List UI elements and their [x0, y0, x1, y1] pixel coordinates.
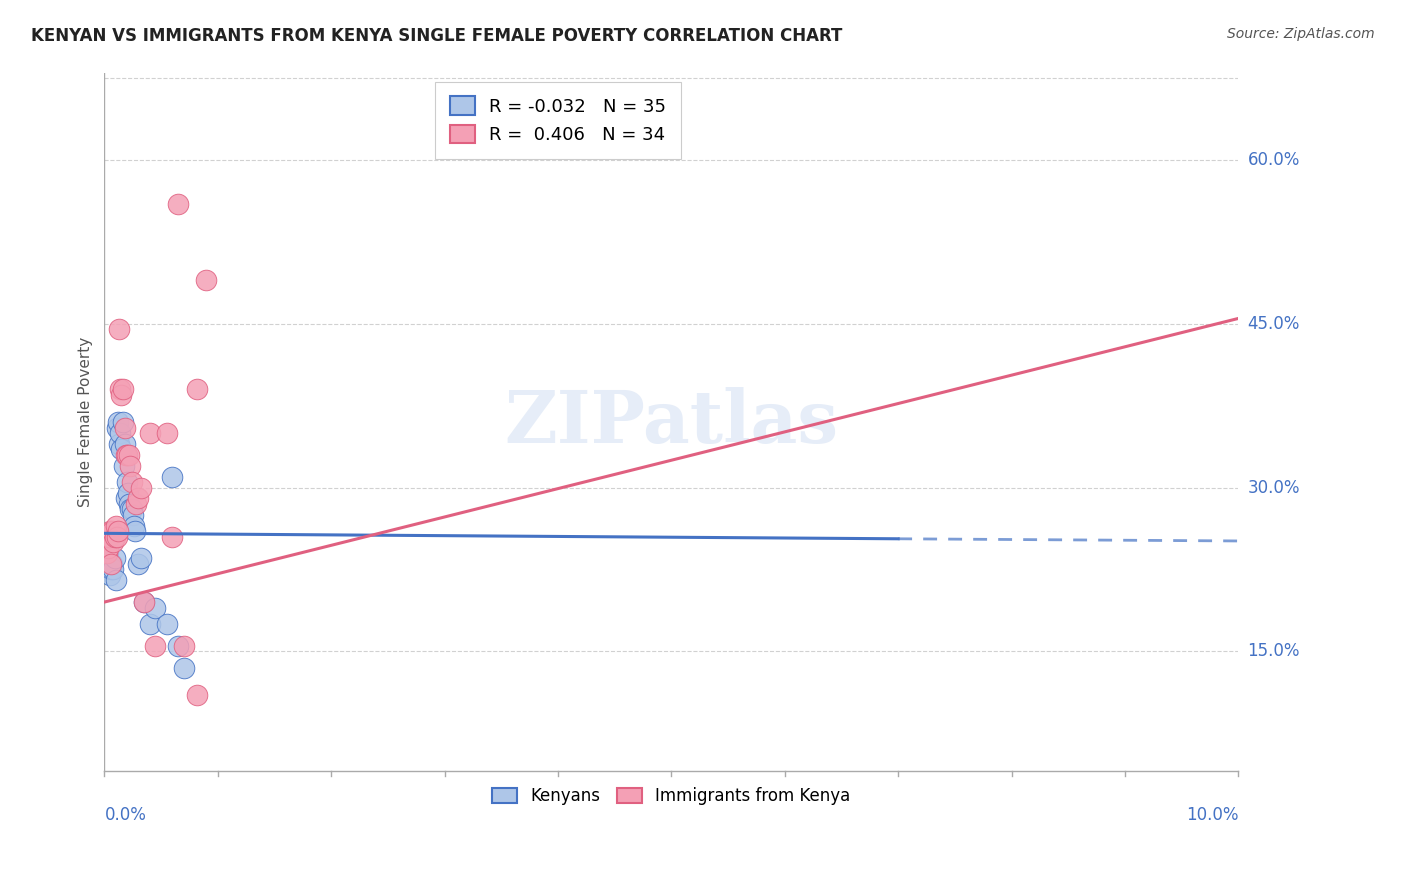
- Point: [132, 595, 155, 609]
- Point: [115, 475, 138, 489]
- Point: [127, 557, 149, 571]
- Text: 15.0%: 15.0%: [1247, 642, 1301, 660]
- Point: [117, 486, 139, 500]
- Text: 45.0%: 45.0%: [1247, 315, 1299, 333]
- Point: [111, 382, 134, 396]
- Point: [107, 415, 129, 429]
- Point: [97, 541, 120, 555]
- Text: 0.0%: 0.0%: [104, 806, 146, 824]
- Point: [139, 616, 162, 631]
- Point: [120, 458, 142, 473]
- Point: [111, 415, 134, 429]
- Point: [104, 573, 127, 587]
- Point: [186, 382, 208, 396]
- Point: [162, 530, 184, 544]
- Point: [100, 562, 122, 576]
- Point: [96, 546, 118, 560]
- Point: [100, 557, 122, 571]
- Text: Source: ZipAtlas.com: Source: ZipAtlas.com: [1227, 27, 1375, 41]
- Point: [97, 546, 120, 560]
- Point: [112, 458, 135, 473]
- Point: [125, 497, 148, 511]
- Point: [139, 425, 162, 440]
- Point: [127, 491, 149, 506]
- Point: [162, 469, 184, 483]
- Point: [173, 639, 195, 653]
- Point: [129, 551, 152, 566]
- Point: [115, 491, 138, 506]
- Point: [97, 557, 120, 571]
- Point: [195, 273, 218, 287]
- Point: [145, 600, 167, 615]
- Text: 60.0%: 60.0%: [1247, 152, 1299, 169]
- Point: [103, 535, 125, 549]
- Point: [110, 442, 132, 457]
- Point: [145, 639, 167, 653]
- Point: [121, 475, 143, 489]
- Point: [156, 616, 179, 631]
- Legend: Kenyans, Immigrants from Kenya: Kenyans, Immigrants from Kenya: [485, 780, 858, 812]
- Text: KENYAN VS IMMIGRANTS FROM KENYA SINGLE FEMALE POVERTY CORRELATION CHART: KENYAN VS IMMIGRANTS FROM KENYA SINGLE F…: [31, 27, 842, 45]
- Point: [156, 425, 179, 440]
- Point: [118, 497, 141, 511]
- Point: [108, 437, 131, 451]
- Y-axis label: Single Female Poverty: Single Female Poverty: [79, 337, 93, 508]
- Point: [124, 524, 146, 538]
- Point: [114, 420, 136, 434]
- Text: 10.0%: 10.0%: [1185, 806, 1239, 824]
- Point: [98, 524, 121, 538]
- Point: [120, 502, 142, 516]
- Point: [118, 448, 141, 462]
- Point: [114, 437, 136, 451]
- Point: [132, 595, 155, 609]
- Point: [104, 518, 127, 533]
- Point: [121, 508, 143, 522]
- Text: 30.0%: 30.0%: [1247, 478, 1301, 497]
- Point: [101, 524, 124, 538]
- Point: [105, 420, 128, 434]
- Point: [103, 562, 125, 576]
- Point: [110, 388, 132, 402]
- Point: [115, 448, 138, 462]
- Point: [101, 557, 124, 571]
- Point: [110, 382, 132, 396]
- Point: [186, 688, 208, 702]
- Point: [108, 322, 131, 336]
- Point: [115, 448, 138, 462]
- Point: [103, 530, 125, 544]
- Point: [110, 425, 132, 440]
- Point: [97, 530, 120, 544]
- Point: [107, 524, 129, 538]
- Point: [167, 639, 190, 653]
- Point: [173, 660, 195, 674]
- Point: [103, 551, 125, 566]
- Point: [121, 502, 143, 516]
- Point: [105, 530, 128, 544]
- Text: ZIPatlas: ZIPatlas: [505, 386, 838, 458]
- Point: [98, 567, 121, 582]
- Point: [167, 197, 190, 211]
- Point: [96, 530, 118, 544]
- Point: [122, 518, 145, 533]
- Point: [129, 481, 152, 495]
